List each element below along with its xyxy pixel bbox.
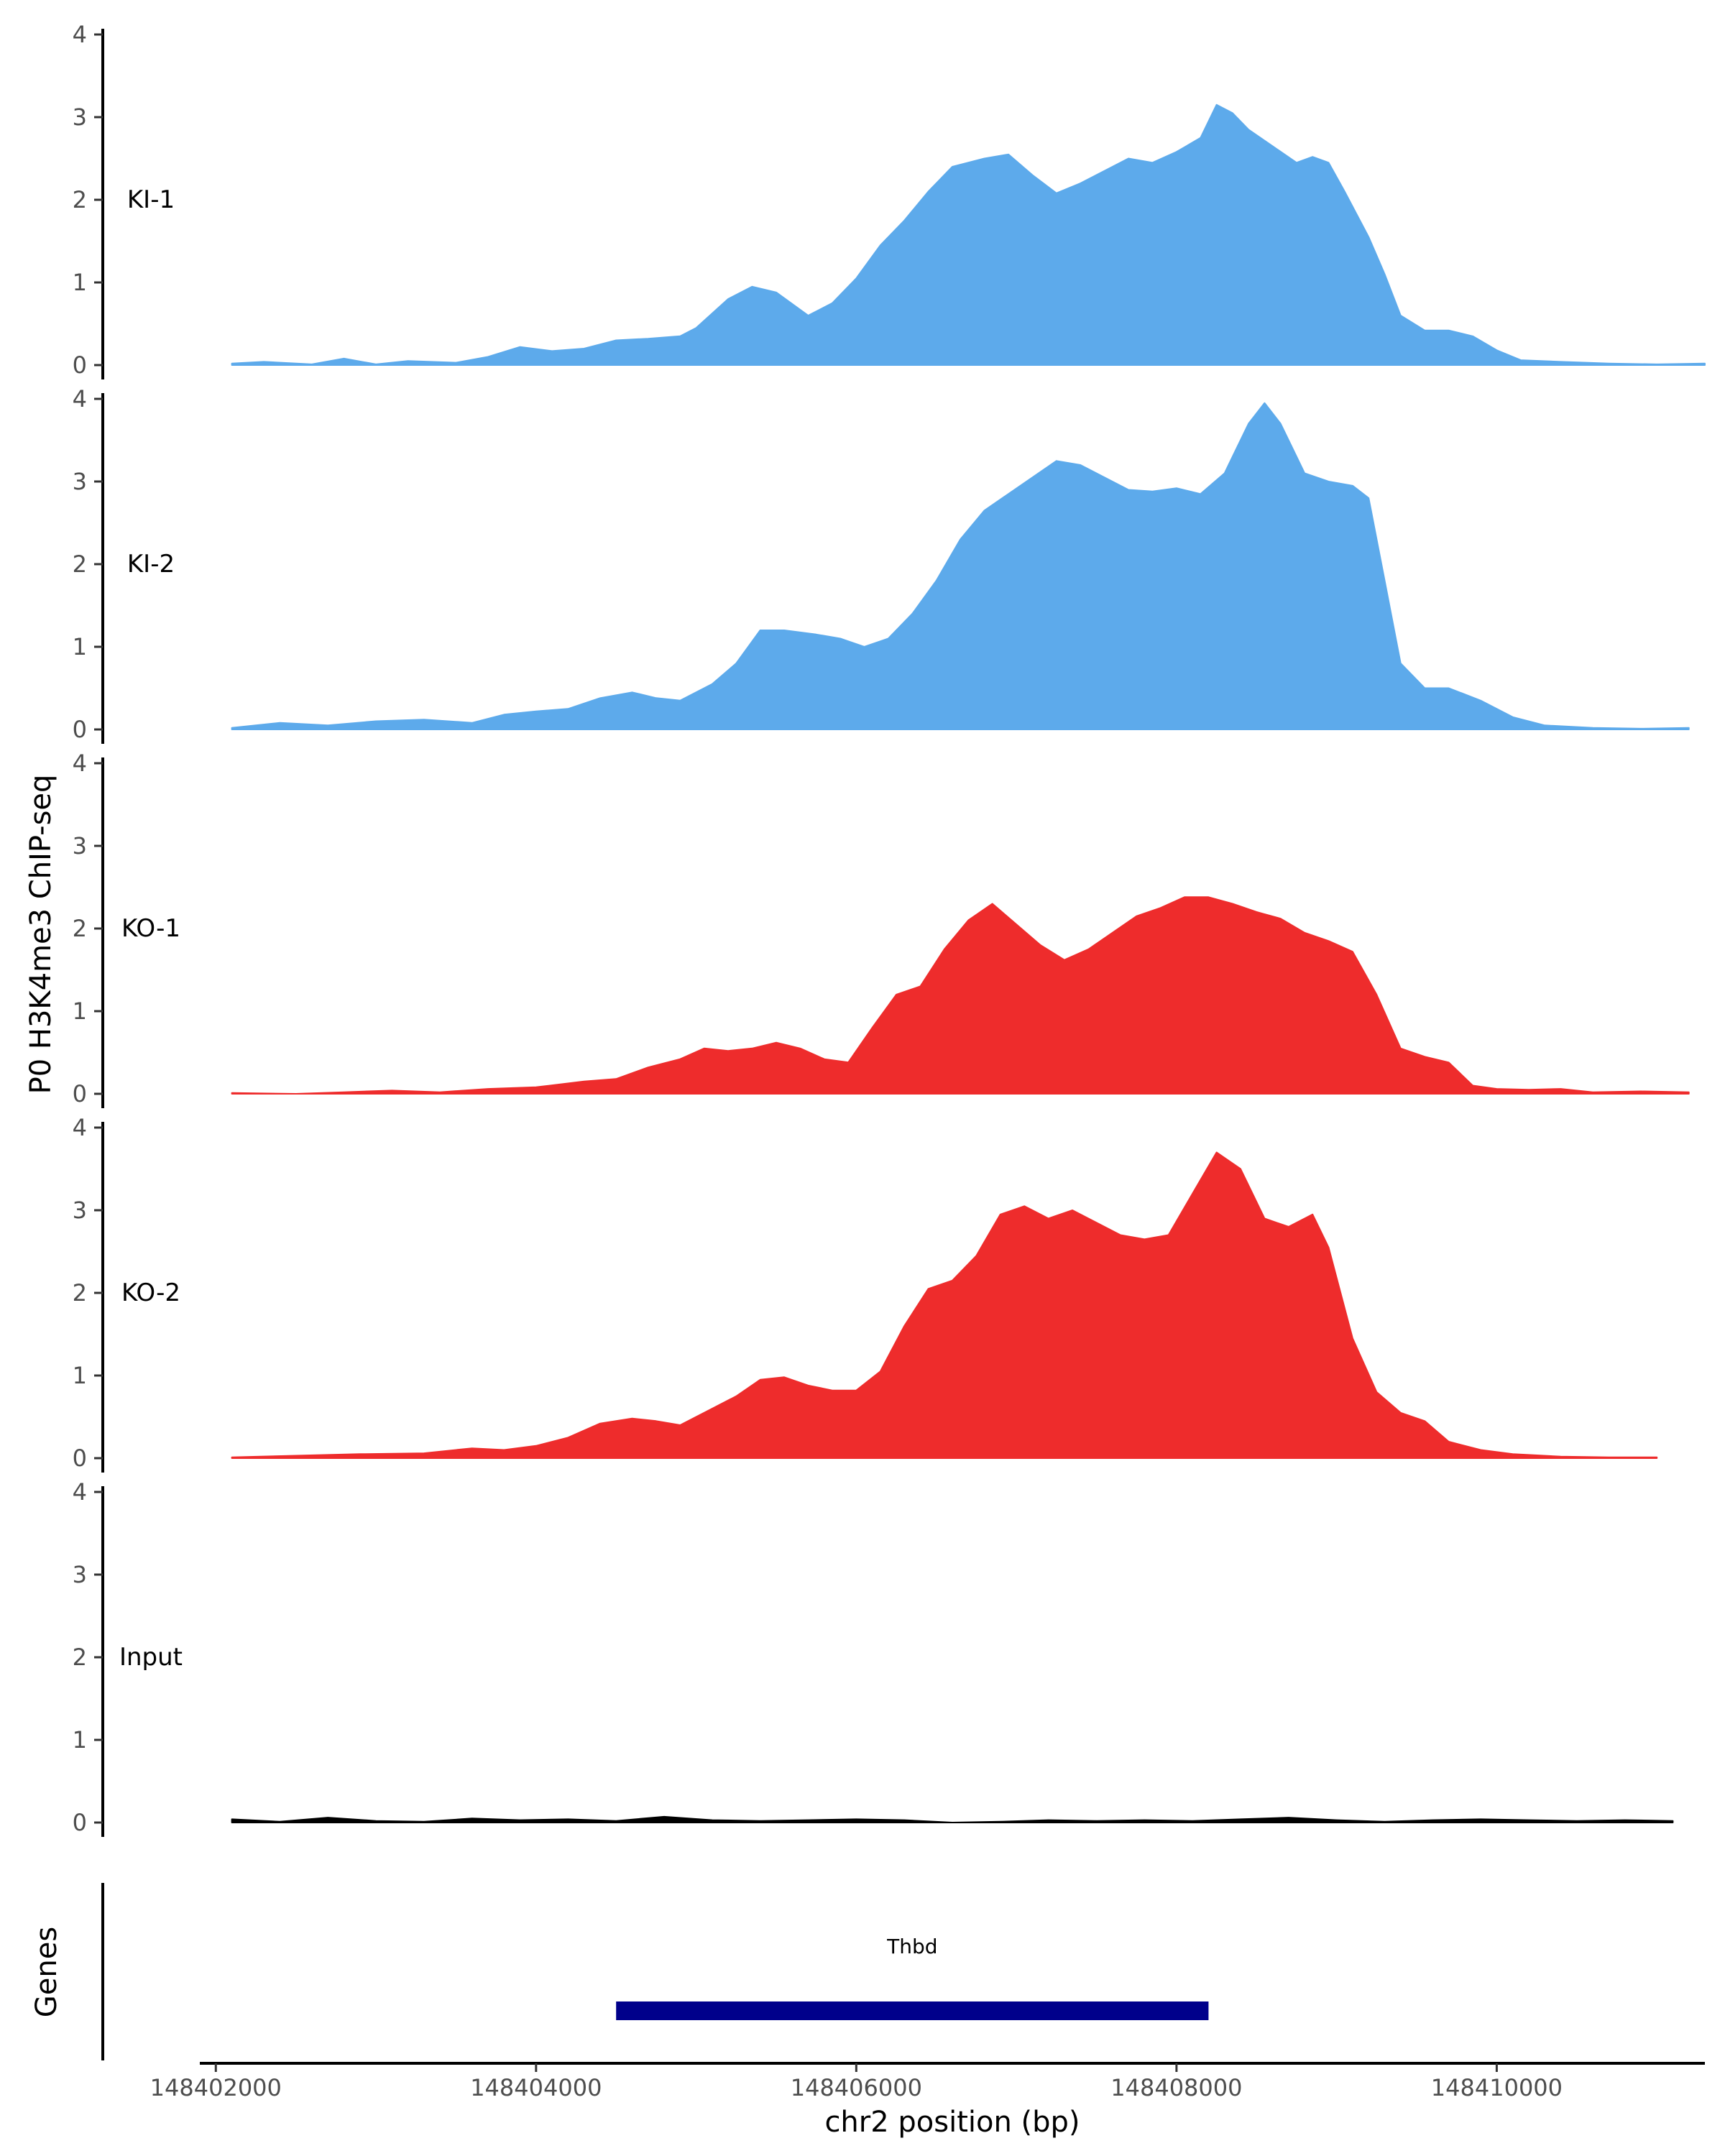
y-tick-label: 0 bbox=[73, 1809, 87, 1836]
y-tick-label: 4 bbox=[73, 21, 87, 48]
y-tick-label: 3 bbox=[73, 1561, 87, 1588]
x-ticks: 148402000 148404000 148406000 148408000 1484… bbox=[150, 2063, 1563, 2101]
genes-layer: Thbd bbox=[616, 1935, 1209, 2020]
y-tick-label: 2 bbox=[73, 550, 87, 578]
x-axis: 148402000 148404000 148406000 148408000 1484… bbox=[150, 2062, 1705, 2139]
y-tick-label: 2 bbox=[73, 915, 87, 942]
x-tick-label: 148404000 bbox=[470, 2074, 602, 2101]
track-label: KO-1 bbox=[121, 914, 180, 943]
x-tick-label: 148410000 bbox=[1431, 2074, 1563, 2101]
x-tick-label: 148402000 bbox=[150, 2074, 282, 2101]
y-tick-label: 3 bbox=[73, 103, 87, 131]
y-tick-label: 1 bbox=[73, 998, 87, 1025]
y-tick-label: 4 bbox=[73, 1478, 87, 1506]
track-label: Input bbox=[119, 1643, 183, 1672]
y-tick-label: 2 bbox=[73, 186, 87, 213]
y-tick-label: 3 bbox=[73, 1197, 87, 1224]
y-tick-label: 0 bbox=[73, 351, 87, 379]
signal-area bbox=[231, 1151, 1658, 1459]
x-tick-label: 148406000 bbox=[791, 2074, 922, 2101]
x-axis-title: chr2 position (bp) bbox=[824, 2106, 1080, 2139]
y-tick-label: 0 bbox=[73, 1445, 87, 1472]
gene-label: Thbd bbox=[886, 1935, 937, 1958]
signal-area bbox=[231, 896, 1690, 1095]
signal-area bbox=[231, 402, 1690, 730]
track-ki-1: 0 1 2 3 4 KI-1 bbox=[73, 21, 1706, 379]
signal-area bbox=[231, 1815, 1674, 1823]
y-tick-label: 1 bbox=[73, 1362, 87, 1389]
x-tick-label: 148408000 bbox=[1110, 2074, 1242, 2101]
gene-thbd-bar bbox=[616, 2001, 1209, 2020]
y-tick-label: 3 bbox=[73, 468, 87, 495]
y-axis-title: P0 H3K4me3 ChIP-seq bbox=[24, 775, 58, 1095]
y-tick-label: 0 bbox=[73, 716, 87, 743]
track-ki-2: 0 1 2 3 4 KI-2 bbox=[73, 385, 1690, 744]
track-label: KI-1 bbox=[127, 185, 175, 214]
y-tick-label: 3 bbox=[73, 832, 87, 860]
y-tick-label: 2 bbox=[73, 1279, 87, 1307]
y-tick-label: 4 bbox=[73, 1114, 87, 1141]
y-tick-label: 1 bbox=[73, 269, 87, 296]
y-tick-label: 0 bbox=[73, 1080, 87, 1107]
y-tick-label: 1 bbox=[73, 633, 87, 660]
y-tick-label: 4 bbox=[73, 385, 87, 413]
track-ko-2: 0 1 2 3 4 KO-2 bbox=[73, 1114, 1658, 1473]
genes-panel: Genes Thbd bbox=[30, 1883, 1209, 2060]
signal-area bbox=[231, 103, 1706, 366]
track-label: KO-2 bbox=[121, 1279, 180, 1307]
y-tick-label: 2 bbox=[73, 1644, 87, 1671]
track-ko-1: 0 1 2 3 4 KO-1 bbox=[73, 750, 1690, 1108]
y-tick-label: 1 bbox=[73, 1726, 87, 1754]
track-label: KI-2 bbox=[127, 550, 175, 579]
tracks-layer: 0 1 2 3 4 KI-1 0 1 2 3 4 KI-2 0 1 2 3 4 KO-1 0 1 2 3 4 KO-2 0 1 2 3… bbox=[73, 21, 1706, 1837]
genes-axis-title: Genes bbox=[30, 1927, 63, 2017]
y-tick-label: 4 bbox=[73, 750, 87, 777]
track-input: 0 1 2 3 4 Input bbox=[73, 1478, 1674, 1837]
